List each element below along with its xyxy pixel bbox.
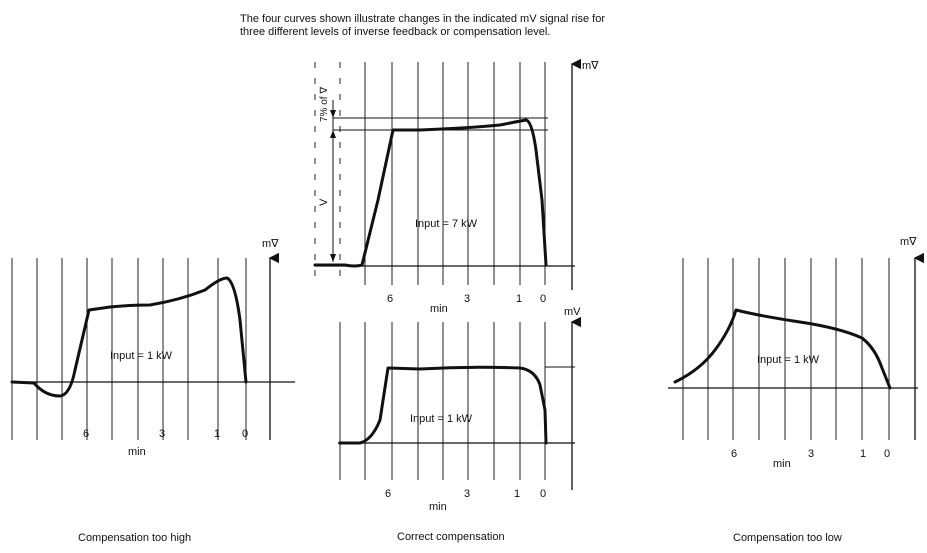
y-unit-label: m∇	[582, 60, 599, 72]
input-label: Input = 1 kW	[410, 413, 473, 425]
signal-curve	[338, 365, 548, 445]
intro-line-1: The four curves shown illustrate changes…	[240, 13, 605, 25]
grid-lines	[314, 62, 546, 285]
tick-0: 0	[242, 428, 248, 440]
signal-curve	[673, 308, 892, 390]
panel-correct-1kw: mV Input = 1 kW 6 3 1 0 min	[338, 306, 581, 513]
tick-1: 1	[860, 448, 866, 460]
panel-compensation-too-high: m∇ Input = 1 kW 6 3 1 0 min	[10, 238, 295, 458]
y-unit-label: mV	[564, 306, 581, 318]
tick-1: 1	[514, 488, 520, 500]
tick-0: 0	[540, 293, 546, 305]
input-label: Input = 7 kW	[415, 218, 478, 230]
tick-6: 6	[83, 428, 89, 440]
grid-lines	[682, 258, 890, 440]
tick-3: 3	[808, 448, 814, 460]
signal-curve	[313, 118, 548, 268]
tick-0: 0	[540, 488, 546, 500]
tick-1: 1	[516, 293, 522, 305]
grid-lines	[339, 322, 546, 480]
y-unit-label: m∇	[900, 236, 917, 248]
intro-line-2: three different levels of inverse feedba…	[240, 26, 550, 38]
input-label: Input = 1 kW	[110, 350, 173, 362]
tick-0: 0	[884, 448, 890, 460]
tick-6: 6	[387, 293, 393, 305]
x-unit-label: min	[430, 303, 448, 315]
x-unit-label: min	[128, 446, 146, 458]
panel-compensation-too-low: m∇ Input = 1 kW 6 3 1 0 min	[668, 236, 925, 470]
tick-3: 3	[464, 488, 470, 500]
tick-6: 6	[731, 448, 737, 460]
grid-lines	[11, 258, 247, 440]
seven-percent-label: 7% of ∇	[319, 87, 330, 122]
tick-3: 3	[464, 293, 470, 305]
arrow-down-icon	[330, 110, 336, 118]
caption-too-high: Compensation too high	[78, 532, 191, 544]
v-label: V	[318, 198, 330, 206]
panel-correct-7kw: m∇ 7% of ∇ V Input = 7 kW 6 3 1 0 min	[313, 58, 599, 315]
x-unit-label: min	[429, 501, 447, 513]
tick-3: 3	[159, 428, 165, 440]
signal-curve	[10, 276, 248, 398]
tick-6: 6	[385, 488, 391, 500]
caption-correct: Correct compensation	[397, 531, 505, 543]
caption-too-low: Compensation too low	[733, 532, 842, 544]
tick-1: 1	[214, 428, 220, 440]
input-label: Input = 1 kW	[757, 354, 820, 366]
y-unit-label: m∇	[262, 238, 279, 250]
arrow-up-icon	[330, 130, 336, 138]
arrow-down-icon	[330, 254, 336, 262]
x-unit-label: min	[773, 458, 791, 470]
